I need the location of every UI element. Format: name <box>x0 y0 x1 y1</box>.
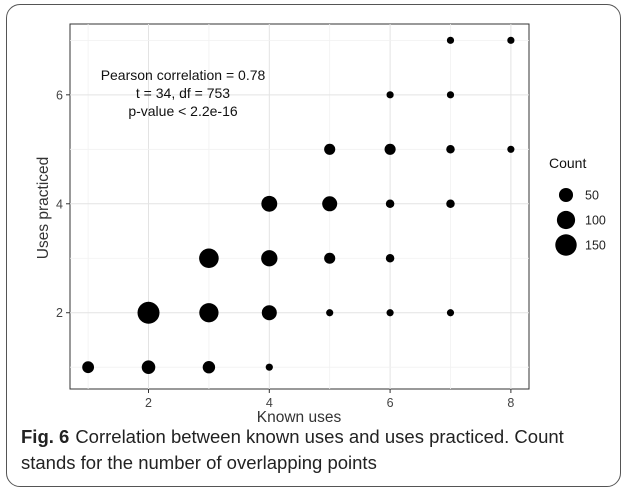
data-point <box>446 309 455 317</box>
data-point <box>322 196 338 212</box>
legend: Count 50 100 150 <box>549 155 606 256</box>
x-axis-label: Known uses <box>257 409 342 426</box>
annotation-line-2: t = 34, df = 753 <box>136 85 230 101</box>
annotation-line-1: Pearson correlation = 0.78 <box>101 67 266 83</box>
x-tick-label: 4 <box>266 396 273 410</box>
figure-label: Fig. 6 <box>21 426 70 447</box>
data-point <box>446 145 455 154</box>
data-point <box>324 143 336 155</box>
y-tick-label: 6 <box>56 88 63 102</box>
data-point <box>324 252 336 264</box>
data-point <box>265 363 273 371</box>
data-point <box>141 360 156 374</box>
legend-key <box>558 187 574 203</box>
legend-label: 100 <box>585 214 606 228</box>
x-tick-label: 2 <box>145 396 152 410</box>
x-axis-ticks: 2 4 6 8 <box>145 389 514 410</box>
legend-title: Count <box>549 155 586 171</box>
data-point <box>261 250 278 267</box>
legend-label: 50 <box>585 189 599 203</box>
caption-text: Correlation between known uses and uses … <box>21 426 564 473</box>
data-point <box>199 248 219 269</box>
grid-lines <box>70 24 529 389</box>
data-point <box>137 301 160 324</box>
data-point <box>261 305 277 321</box>
y-axis-ticks: 2 4 6 <box>56 88 70 320</box>
data-point <box>384 143 396 155</box>
y-tick-label: 4 <box>56 197 63 211</box>
legend-key <box>555 234 577 256</box>
legend-entries: 50 100 150 <box>555 187 606 256</box>
data-point <box>82 361 95 374</box>
y-axis-label: Uses practiced <box>35 157 52 260</box>
data-point <box>326 309 334 317</box>
data-point <box>385 254 395 263</box>
y-tick-label: 2 <box>56 306 63 320</box>
data-point <box>202 360 216 374</box>
data-point <box>261 195 278 212</box>
data-point <box>386 309 394 317</box>
legend-label: 150 <box>585 239 606 253</box>
annotation-line-3: p-value < 2.2e-16 <box>128 103 238 119</box>
data-point <box>446 36 455 44</box>
data-point <box>385 199 395 209</box>
correlation-annotation: Pearson correlation = 0.78 t = 34, df = … <box>101 67 266 119</box>
legend-key <box>556 210 576 230</box>
data-point <box>199 303 219 323</box>
data-point <box>507 145 515 153</box>
data-point <box>446 199 455 209</box>
data-points <box>82 36 515 374</box>
x-tick-label: 6 <box>387 396 394 410</box>
figure-caption: Fig. 6 Correlation between known uses and… <box>21 424 616 476</box>
data-point <box>507 36 515 44</box>
data-point <box>386 91 394 99</box>
x-tick-label: 8 <box>507 396 514 410</box>
data-point <box>446 91 455 99</box>
